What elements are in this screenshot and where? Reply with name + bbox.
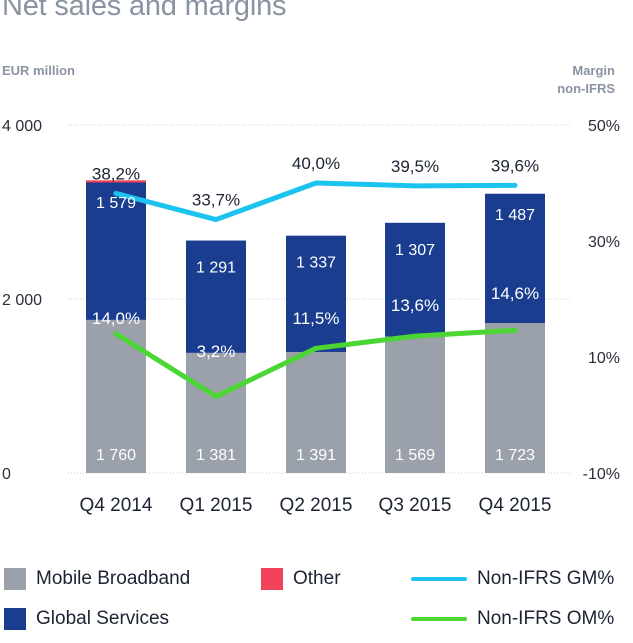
right-tick-label: 30% xyxy=(588,234,620,251)
mobile-broadband-value-label: 1 760 xyxy=(96,447,136,464)
legend-item-gm: Non-IFRS GM% xyxy=(411,568,614,590)
bars xyxy=(86,180,545,473)
bar-mobile-broadband xyxy=(286,351,346,473)
lines xyxy=(113,180,518,399)
category-label: Q4 2014 xyxy=(80,495,153,516)
gm-value-label: 39,5% xyxy=(391,157,439,176)
om-value-label: 14,6% xyxy=(491,284,539,303)
right-axis-unit-line2: non-IFRS xyxy=(557,81,615,96)
legend-label-other: Other xyxy=(293,568,341,589)
om-line xyxy=(113,327,518,399)
om-value-label: 13,6% xyxy=(391,296,439,315)
bar-global-services xyxy=(385,222,445,337)
mobile-broadband-value-label: 1 391 xyxy=(296,447,336,464)
legend-item-other: Other xyxy=(261,568,341,590)
category-label: Q1 2015 xyxy=(180,495,253,516)
category-label: Q2 2015 xyxy=(280,495,353,516)
legend-item-mobile-broadband: Mobile Broadband xyxy=(4,568,190,590)
gm-line xyxy=(113,180,518,223)
right-tick-label: 10% xyxy=(588,350,620,367)
om-line-swatch xyxy=(411,617,467,621)
left-tick-label: 4 000 xyxy=(2,118,42,135)
right-tick-label: 50% xyxy=(588,118,620,135)
om-value-label: 3,2% xyxy=(197,342,236,361)
legend-item-global-services: Global Services xyxy=(4,608,169,630)
left-tick-label: 0 xyxy=(2,466,11,483)
other-swatch xyxy=(261,568,283,590)
bar-global-services xyxy=(86,182,146,320)
global-services-value-label: 1 579 xyxy=(96,195,136,212)
mobile-broadband-value-label: 1 381 xyxy=(196,447,236,464)
gm-value-label: 33,7% xyxy=(192,191,240,210)
right-tick-label: -10% xyxy=(583,466,620,483)
mobile-broadband-value-label: 1 723 xyxy=(495,447,535,464)
right-axis-ticks: -10% 10% 30% 50% xyxy=(583,118,620,483)
legend-label-global-services: Global Services xyxy=(36,608,170,629)
legend-label-om: Non-IFRS OM% xyxy=(477,608,615,629)
left-axis-unit: EUR million xyxy=(2,63,75,78)
bar-global-services xyxy=(485,193,545,324)
om-value-label: 14,0% xyxy=(92,309,140,328)
right-axis-unit-line1: Margin xyxy=(572,63,615,78)
legend-item-om: Non-IFRS OM% xyxy=(411,608,614,630)
global-services-value-label: 1 291 xyxy=(196,260,236,277)
left-tick-label: 2 000 xyxy=(2,292,42,309)
gm-value-label: 39,6% xyxy=(491,156,539,175)
legend: Mobile Broadband Other Non-IFRS GM% Glob… xyxy=(0,560,633,640)
global-services-value-label: 1 487 xyxy=(495,207,535,224)
gm-value-label: 38,2% xyxy=(92,164,140,183)
category-label: Q3 2015 xyxy=(379,495,452,516)
bar-global-services xyxy=(286,235,346,352)
legend-label-mobile-broadband: Mobile Broadband xyxy=(36,568,191,589)
labels: 1 760 1 579 1 381 1 291 1 391 1 337 1 569 1 307… xyxy=(92,154,539,464)
category-label: Q4 2015 xyxy=(479,495,552,516)
bar-mobile-broadband xyxy=(186,352,246,473)
category-axis: Q4 2014 Q1 2015 Q2 2015 Q3 2015 Q4 2015 xyxy=(80,495,552,516)
mobile-broadband-value-label: 1 569 xyxy=(395,447,435,464)
chart-title: Net sales and margins xyxy=(2,0,287,22)
global-services-value-label: 1 307 xyxy=(395,242,435,259)
gm-value-label: 40,0% xyxy=(292,154,340,173)
bar-mobile-broadband xyxy=(385,336,445,473)
bar-other xyxy=(86,180,146,183)
legend-label-gm: Non-IFRS GM% xyxy=(477,568,615,589)
gm-line-swatch xyxy=(411,577,467,581)
bar-mobile-broadband xyxy=(485,323,545,473)
mobile-broadband-swatch xyxy=(4,568,26,590)
bar-global-services xyxy=(186,240,246,353)
om-value-label: 11,5% xyxy=(293,309,340,328)
left-axis-ticks: 0 2 000 4 000 xyxy=(2,118,42,483)
global-services-value-label: 1 337 xyxy=(296,255,336,272)
global-services-swatch xyxy=(4,608,26,630)
